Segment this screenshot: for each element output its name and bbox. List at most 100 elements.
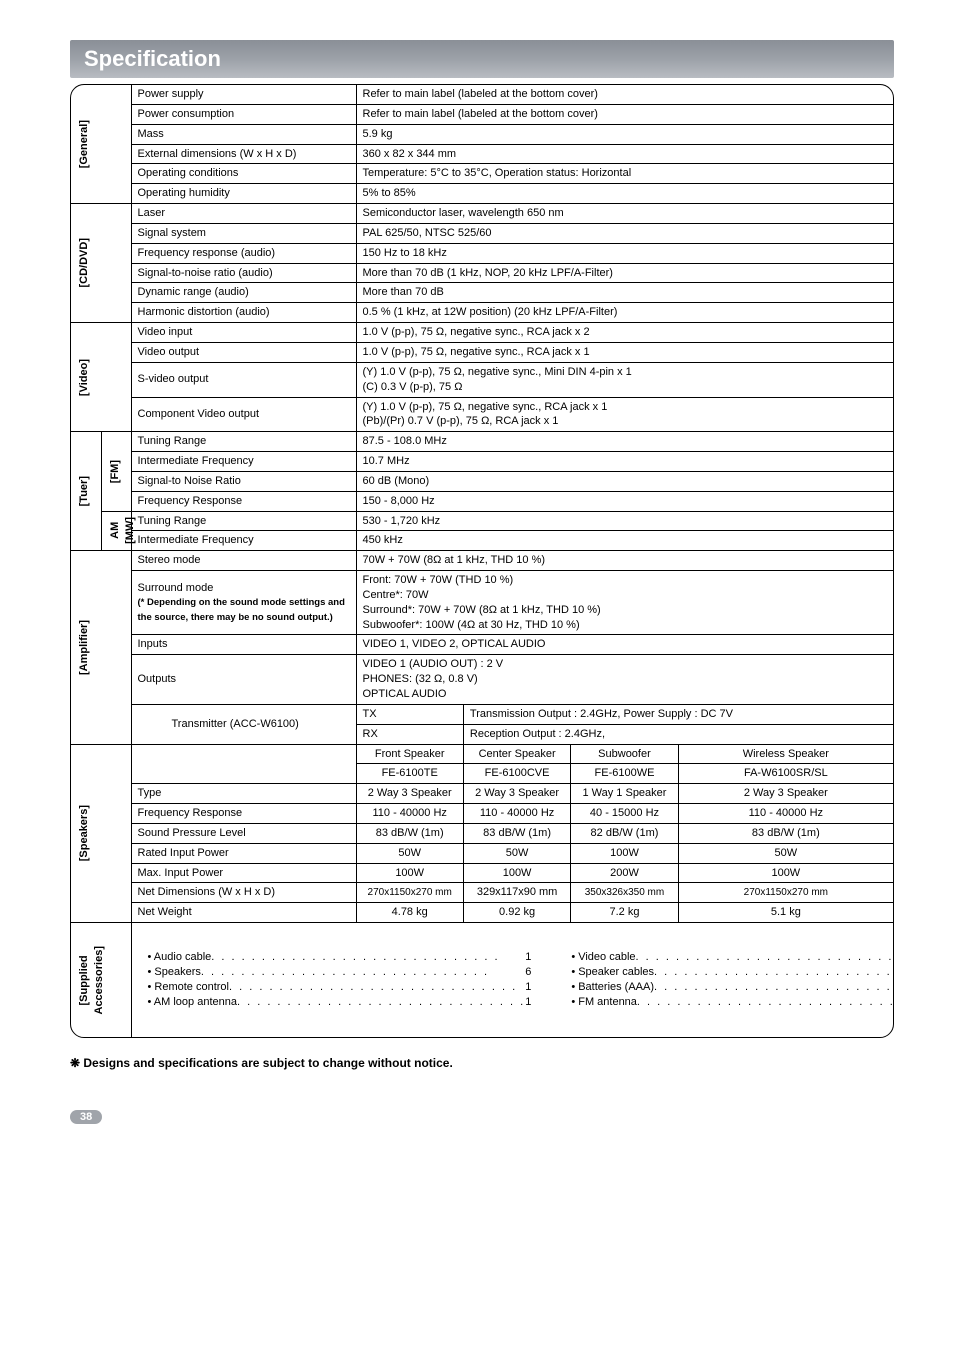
accessory-item: • Audio cable 1 xyxy=(148,950,532,965)
accessory-item: • Batteries (AAA) 2 xyxy=(571,980,894,995)
dots xyxy=(201,965,525,980)
cat-general: [General] xyxy=(77,120,92,168)
accessory-item: • Speakers 6 xyxy=(148,965,532,980)
spk-cell: 100W xyxy=(463,863,570,883)
cat-tuner: [Tuer] xyxy=(77,476,92,506)
accessory-item: • FM antenna 1 xyxy=(571,995,894,1010)
dots xyxy=(654,980,894,995)
spk-cell: 270x1150x270 mm xyxy=(678,883,893,903)
row-val: 150 - 8,000 Hz xyxy=(356,491,893,511)
spk-cell: 100W xyxy=(678,863,893,883)
row-val: 0.5 % (1 kHz, at 12W position) (20 kHz L… xyxy=(356,303,893,323)
cat-supplied: [Supplied Accessories] xyxy=(77,946,107,1015)
accessory-label: • Batteries (AAA) xyxy=(571,980,654,995)
spk-cell: 100W xyxy=(356,863,463,883)
section-heading: Specification xyxy=(70,40,894,78)
row-key: External dimensions (W x H x D) xyxy=(131,144,356,164)
row-key: Signal-to Noise Ratio xyxy=(131,471,356,491)
row-val: (Y) 1.0 V (p-p), 75 Ω, negative sync., R… xyxy=(356,397,893,432)
row-key: Stereo mode xyxy=(131,551,356,571)
spec-table: [General] Power supply Refer to main lab… xyxy=(71,85,893,1037)
cat-speakers: [Speakers] xyxy=(77,805,92,861)
accessory-label: • Speaker cables xyxy=(571,965,654,980)
spk-cell: 7.2 kg xyxy=(571,903,678,923)
row-val: Semiconductor laser, wavelength 650 nm xyxy=(356,204,893,224)
row-key: Signal system xyxy=(131,223,356,243)
spk-head: Wireless Speaker xyxy=(678,744,893,764)
dots xyxy=(229,980,525,995)
spk-cell: 4.78 kg xyxy=(356,903,463,923)
accessory-count: 6 xyxy=(525,965,531,980)
accessory-label: • FM antenna xyxy=(571,995,637,1010)
row-val: 10.7 MHz xyxy=(356,452,893,472)
dots xyxy=(211,950,525,965)
accessory-item: • Video cable 1 xyxy=(571,950,894,965)
row-key: Laser xyxy=(131,204,356,224)
cat-cddvd: [CD/DVD] xyxy=(77,238,92,288)
surround-note: (* Depending on the sound mode settings … xyxy=(138,597,345,623)
footnote: ❋ Designs and specifications are subject… xyxy=(70,1056,894,1070)
row-val: 360 x 82 x 344 mm xyxy=(356,144,893,164)
spk-row-key: Net Dimensions (W x H x D) xyxy=(131,883,356,903)
spec-table-wrapper: [General] Power supply Refer to main lab… xyxy=(70,84,894,1038)
cat-amplifier: [Amplifier] xyxy=(77,620,92,675)
row-val: 87.5 - 108.0 MHz xyxy=(356,432,893,452)
surround-label: Surround mode xyxy=(138,582,214,594)
tx-label: TX xyxy=(356,704,463,724)
row-val: VIDEO 1 (AUDIO OUT) : 2 V PHONES: (32 Ω,… xyxy=(356,655,893,705)
spk-cell: 329x117x90 mm xyxy=(463,883,570,903)
spk-cell: 100W xyxy=(571,843,678,863)
row-val: PAL 625/50, NTSC 525/60 xyxy=(356,223,893,243)
dots xyxy=(237,995,525,1010)
subcat-fm: [FM] xyxy=(108,460,123,483)
accessory-label: • Audio cable xyxy=(148,950,212,965)
row-val: 450 kHz xyxy=(356,531,893,551)
accessory-count: 1 xyxy=(525,980,531,995)
dots xyxy=(654,965,894,980)
cat-video: [Video] xyxy=(77,359,92,396)
row-val: Front: 70W + 70W (THD 10 %) Centre*: 70W… xyxy=(356,571,893,635)
spk-cell: 350x326x350 mm xyxy=(571,883,678,903)
row-key: Video input xyxy=(131,323,356,343)
spk-cell: 83 dB/W (1m) xyxy=(356,823,463,843)
spk-cell: 110 - 40000 Hz xyxy=(678,804,893,824)
row-key: Harmonic distortion (audio) xyxy=(131,303,356,323)
row-key: Frequency response (audio) xyxy=(131,243,356,263)
spk-cell: 5.1 kg xyxy=(678,903,893,923)
spk-row-key: Rated Input Power xyxy=(131,843,356,863)
row-key: Intermediate Frequency xyxy=(131,531,356,551)
row-val: More than 70 dB (1 kHz, NOP, 20 kHz LPF/… xyxy=(356,263,893,283)
row-key: Outputs xyxy=(131,655,356,705)
rx-label: RX xyxy=(356,724,463,744)
row-val: 150 Hz to 18 kHz xyxy=(356,243,893,263)
row-val: 5% to 85% xyxy=(356,184,893,204)
row-key: Inputs xyxy=(131,635,356,655)
row-key: Dynamic range (audio) xyxy=(131,283,356,303)
spk-row-key: Max. Input Power xyxy=(131,863,356,883)
spk-cell: 0.92 kg xyxy=(463,903,570,923)
row-key: Frequency Response xyxy=(131,491,356,511)
spk-head: Front Speaker xyxy=(356,744,463,764)
row-key: Intermediate Frequency xyxy=(131,452,356,472)
row-val: 5.9 kg xyxy=(356,124,893,144)
row-val: Temperature: 5°C to 35°C, Operation stat… xyxy=(356,164,893,184)
dots xyxy=(636,950,894,965)
row-val: Refer to main label (labeled at the bott… xyxy=(356,104,893,124)
spk-cell: 270x1150x270 mm xyxy=(356,883,463,903)
spk-cell: 2 Way 3 Speaker xyxy=(356,784,463,804)
dots xyxy=(637,995,894,1010)
accessory-item: • AM loop antenna 1 xyxy=(148,995,532,1010)
accessory-label: • Remote control xyxy=(148,980,230,995)
row-key: Operating humidity xyxy=(131,184,356,204)
spk-cell: 50W xyxy=(463,843,570,863)
row-key: Tuning Range xyxy=(131,511,356,531)
accessory-count: 1 xyxy=(525,950,531,965)
spk-cell: 83 dB/W (1m) xyxy=(463,823,570,843)
row-val: 530 - 1,720 kHz xyxy=(356,511,893,531)
row-val: 1.0 V (p-p), 75 Ω, negative sync., RCA j… xyxy=(356,342,893,362)
spk-cell: 200W xyxy=(571,863,678,883)
page-number-badge: 38 xyxy=(70,1110,102,1124)
row-val: More than 70 dB xyxy=(356,283,893,303)
spk-cell: 2 Way 3 Speaker xyxy=(678,784,893,804)
row-val: Refer to main label (labeled at the bott… xyxy=(356,85,893,104)
